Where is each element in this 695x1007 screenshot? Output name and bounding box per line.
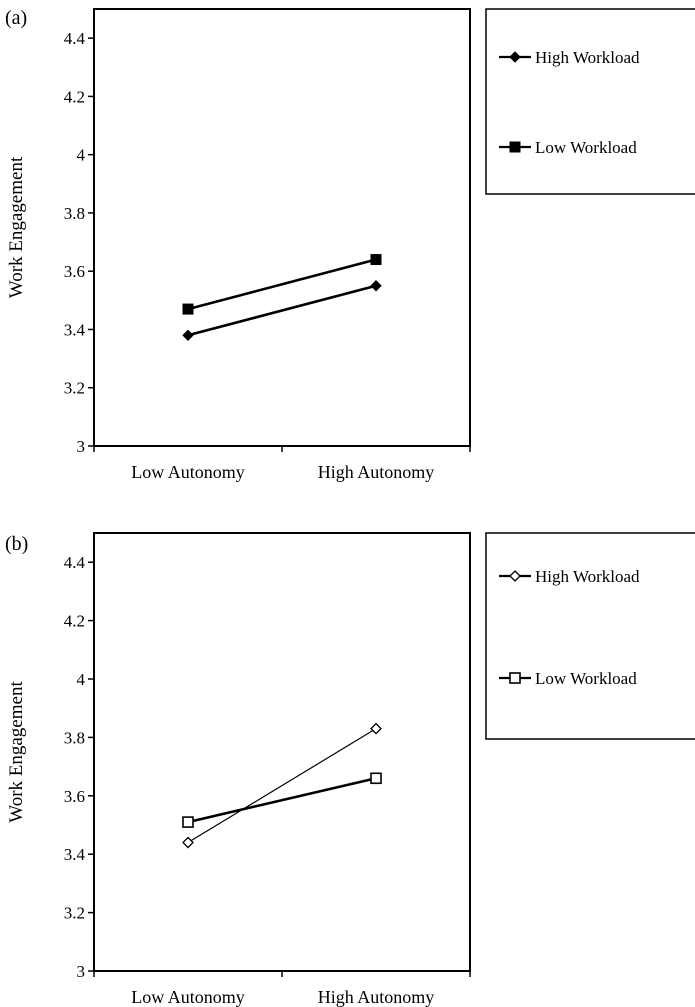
y-tick-label: 3.4 [64, 845, 86, 864]
series-low-workload [182, 254, 382, 315]
data-point-diamond [370, 722, 382, 735]
series-high-workload [182, 280, 382, 342]
series-line [187, 258, 377, 311]
series-line [187, 284, 377, 337]
legend-label: Low Workload [535, 138, 637, 157]
legend-item: High Workload [499, 48, 640, 67]
legend-marker-square [509, 141, 521, 153]
legend-box [485, 532, 695, 740]
y-axis-label: Work Engagement [6, 681, 27, 823]
y-tick-label: 3.2 [64, 379, 85, 398]
panel-label: (a) [5, 7, 27, 29]
legend-marker-diamond [509, 51, 521, 63]
y-tick-label: 4.4 [64, 29, 86, 48]
data-point-square [370, 772, 382, 785]
legend-label: Low Workload [535, 669, 637, 688]
data-point-diamond [370, 280, 382, 292]
legend-label: High Workload [535, 567, 640, 586]
plot-area-frame [93, 8, 471, 447]
y-tick-label: 3.6 [64, 262, 85, 281]
series-line [187, 777, 377, 824]
y-tick-label: 4.4 [64, 553, 86, 572]
data-point-square [370, 254, 382, 266]
series-high-workload [182, 722, 382, 849]
legend-box [485, 8, 695, 195]
x-category-label: Low Autonomy [131, 987, 245, 1007]
y-tick-label: 3 [77, 437, 86, 456]
legend-label: High Workload [535, 48, 640, 67]
data-point-diamond [182, 329, 194, 342]
data-point-diamond [182, 836, 194, 849]
y-tick-label: 3.6 [64, 787, 85, 806]
data-point-square [182, 816, 194, 828]
legend-marker-square [509, 672, 521, 684]
legend-item: Low Workload [499, 138, 637, 157]
series-line [187, 728, 377, 844]
legend-item: Low Workload [499, 669, 637, 688]
y-tick-label: 3 [77, 962, 86, 981]
plot-area-frame [93, 532, 471, 972]
panel-b: (b) 3 3.2 3.4 3.6 3.8 4 4.2 4.4 Low Autonomy High … [5, 532, 695, 1007]
y-tick-label: 4.2 [64, 87, 85, 106]
legend-item: High Workload [499, 567, 640, 586]
y-tick-label: 4.2 [64, 612, 85, 631]
x-category-label: High Autonomy [318, 987, 435, 1007]
y-tick-label: 3.8 [64, 204, 85, 223]
x-category-label: High Autonomy [318, 462, 435, 482]
legend-marker-diamond [509, 570, 521, 582]
y-tick-label: 4 [77, 670, 86, 689]
data-point-square [182, 303, 194, 315]
y-tick-label: 3.2 [64, 904, 85, 923]
y-axis-label: Work Engagement [6, 156, 27, 298]
y-tick-label: 3.4 [64, 320, 86, 339]
panel-label: (b) [5, 533, 28, 555]
y-tick-label: 3.8 [64, 728, 85, 747]
y-tick-label: 4 [77, 146, 86, 165]
x-category-label: Low Autonomy [131, 462, 245, 482]
series-low-workload [182, 772, 382, 828]
panel-a: (a) 3 3.2 3.4 3.6 3.8 4 4.2 4.4 Low Autonomy High … [5, 7, 695, 482]
